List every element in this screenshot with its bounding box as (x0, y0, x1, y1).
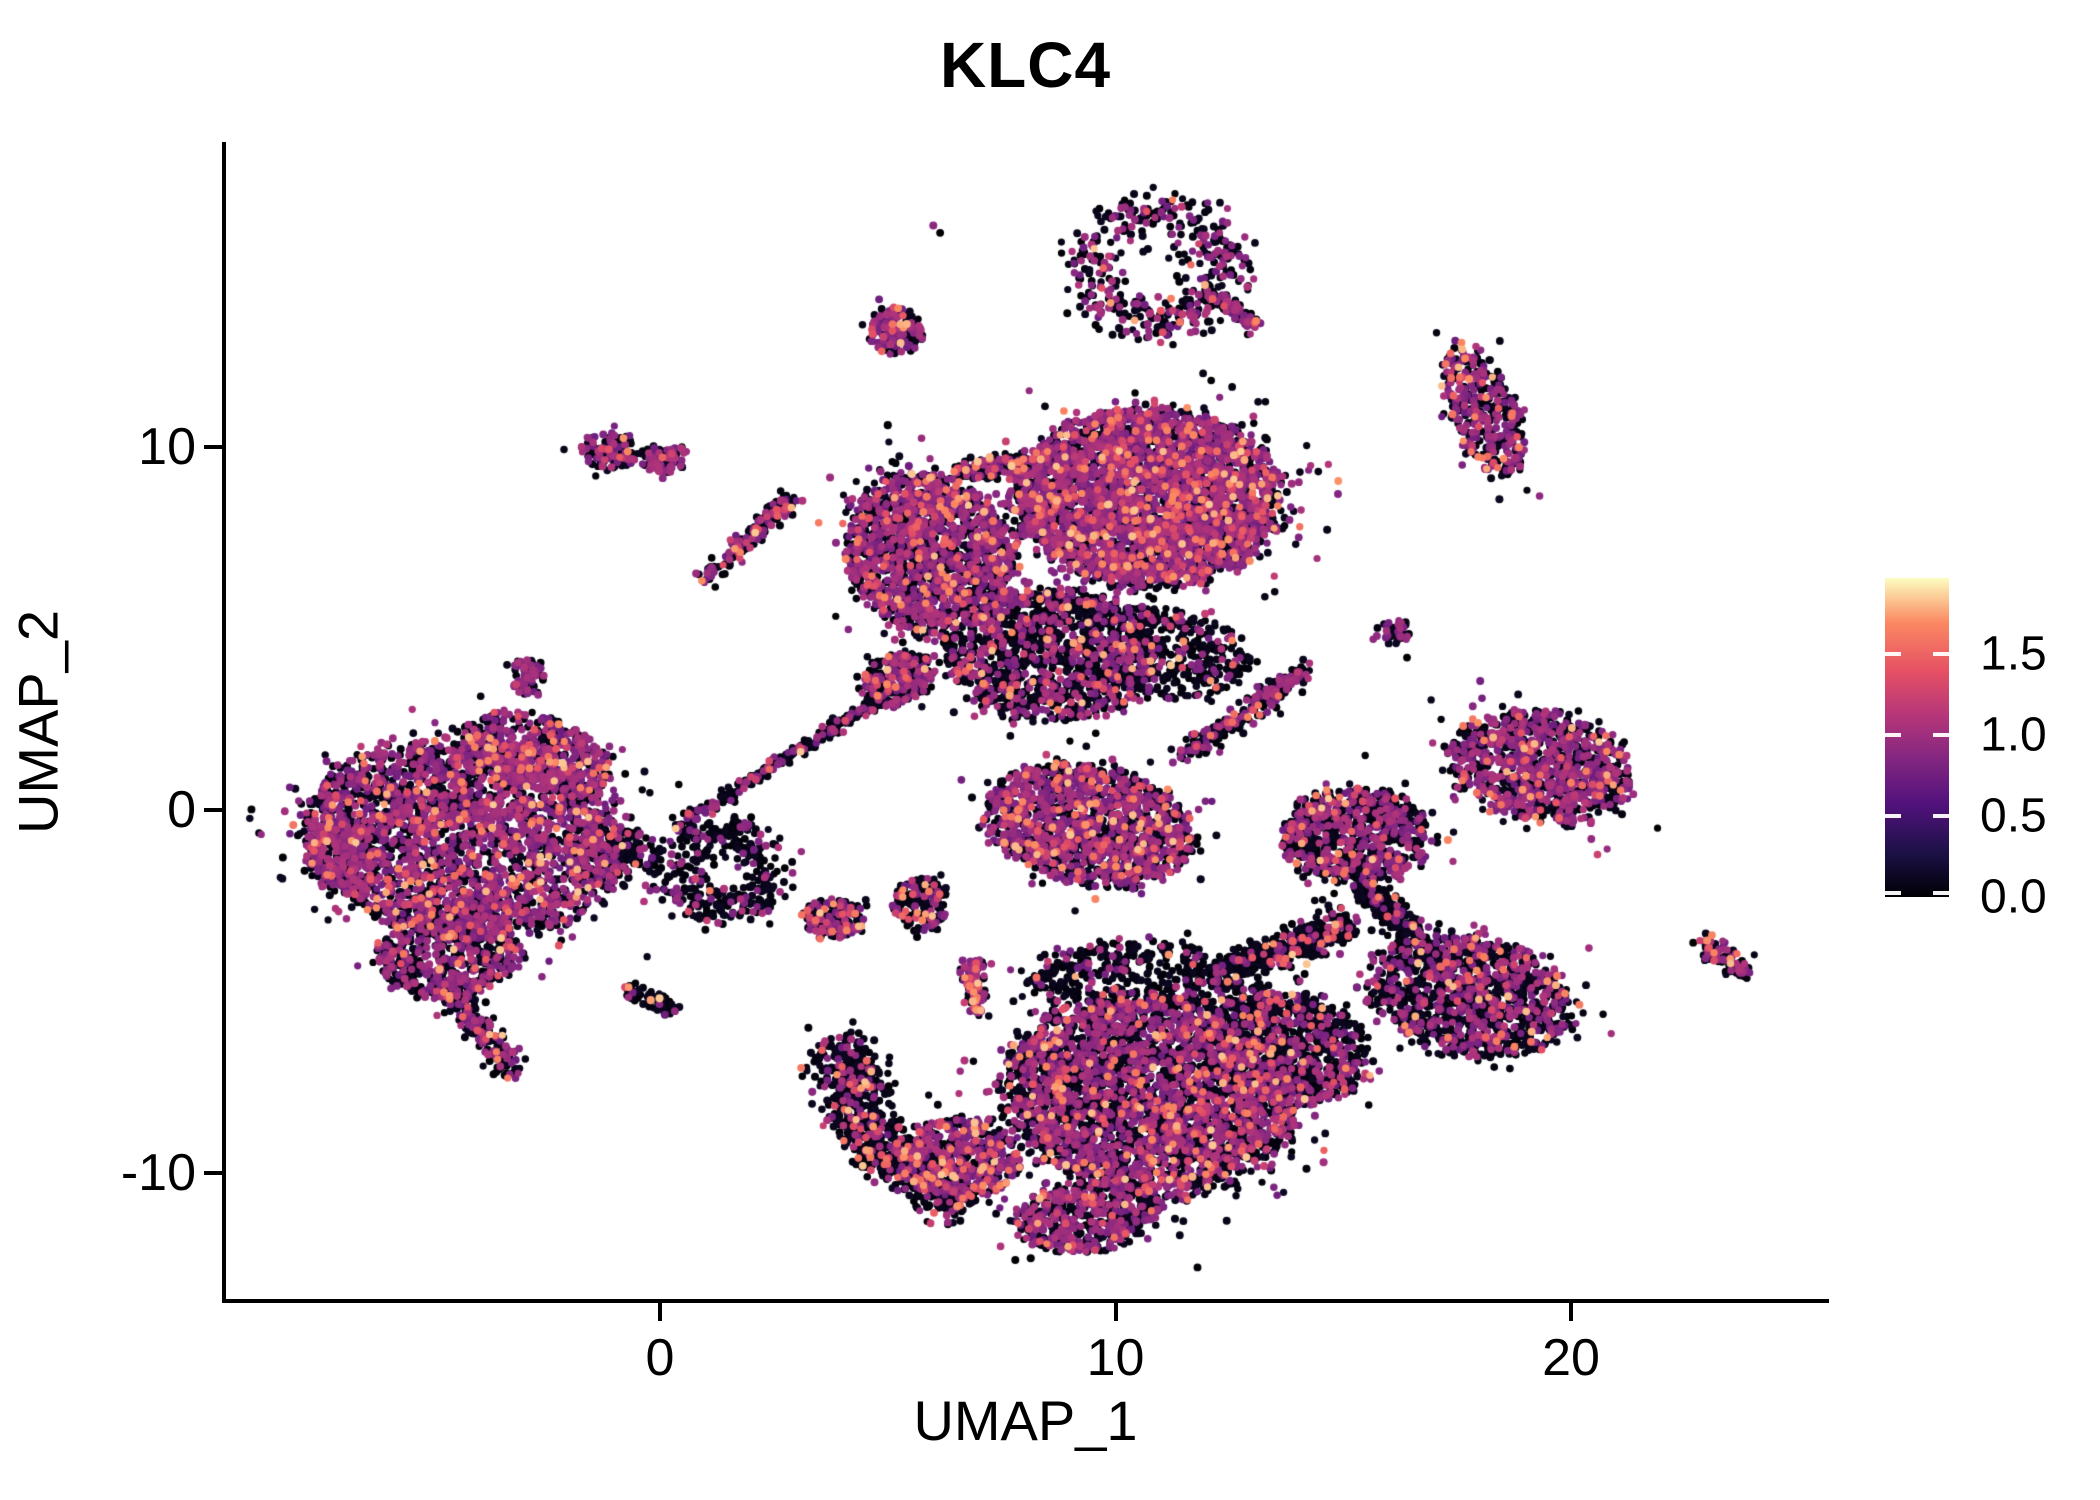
x-tick-mark (658, 1303, 662, 1321)
y-tick-label: 10 (138, 418, 196, 476)
colorbar-tick-mark (1885, 891, 1901, 895)
x-tick-mark (1113, 1303, 1118, 1321)
y-tick-label: -10 (120, 1144, 196, 1202)
colorbar-tick-label: 0.5 (1980, 789, 2047, 843)
y-tick-mark (204, 808, 222, 812)
colorbar-tick-label: 1.5 (1980, 627, 2047, 681)
colorbar-gradient (1885, 578, 1949, 897)
colorbar-tick-mark (1885, 733, 1901, 738)
plot-panel-axes (222, 142, 1829, 1303)
colorbar-tick-label: 0.0 (1980, 870, 2047, 924)
plot-title: KLC4 (939, 29, 1112, 101)
colorbar-tick-mark (1933, 652, 1949, 657)
umap-scatter-canvas (222, 142, 1829, 1303)
colorbar-tick-mark (1933, 891, 1949, 895)
x-tick-label: 0 (645, 1329, 675, 1387)
colorbar-tick-mark (1933, 814, 1949, 819)
y-tick-label: 0 (167, 781, 196, 839)
colorbar-tick-label: 1.0 (1980, 708, 2047, 762)
colorbar-tick-mark (1933, 733, 1949, 738)
colorbar-tick-mark (1885, 652, 1901, 657)
x-tick-mark (1569, 1303, 1573, 1321)
colorbar-tick-mark (1885, 814, 1901, 819)
y-tick-mark (204, 1171, 222, 1175)
y-tick-mark (204, 445, 222, 449)
x-tick-label: 10 (1086, 1329, 1145, 1387)
x-tick-label: 20 (1542, 1329, 1600, 1387)
x-axis-title: UMAP_1 (913, 1389, 1138, 1452)
